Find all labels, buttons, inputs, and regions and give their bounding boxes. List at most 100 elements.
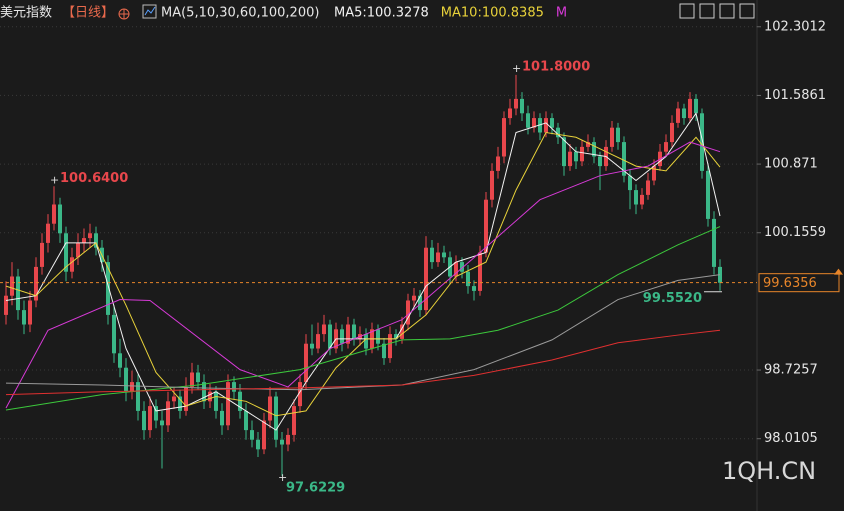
candle-body <box>268 396 272 421</box>
indicator-icon[interactable] <box>142 4 157 19</box>
candle-body <box>16 276 20 311</box>
period-label[interactable]: 【日线】 <box>62 6 114 21</box>
candle-body <box>148 406 152 431</box>
candle-body <box>28 300 32 325</box>
candle-body <box>442 252 446 258</box>
y-tick-label: 100.1559 <box>764 225 826 240</box>
candle-body <box>130 382 134 392</box>
candle-body <box>712 218 716 267</box>
candle-body <box>388 334 392 359</box>
candle-body <box>346 324 350 344</box>
candle-body <box>244 410 248 431</box>
candle-body <box>4 295 8 315</box>
y-tick-label: 98.7257 <box>764 363 818 378</box>
candle-body <box>202 382 206 402</box>
candle-body <box>88 233 92 239</box>
candle-body <box>22 310 26 325</box>
y-tick-label: 101.5861 <box>764 88 826 103</box>
candle-body <box>664 142 668 152</box>
candle-body <box>382 343 386 359</box>
candle-body <box>304 343 308 383</box>
candle-body <box>310 343 314 349</box>
last-price-pointer <box>834 268 843 275</box>
annotation-label: 97.6229 <box>286 480 345 495</box>
candle-body <box>544 118 548 133</box>
candle-body <box>298 382 302 407</box>
candle-body <box>592 142 596 157</box>
candle-body <box>586 142 590 147</box>
candle-body <box>394 334 398 339</box>
candle-body <box>136 382 140 411</box>
candle-body <box>154 406 158 421</box>
candle-body <box>406 300 410 325</box>
ma-label: MA(5,10,30,60,100,200) <box>161 6 319 21</box>
candle-body <box>676 108 680 123</box>
candle-body <box>328 324 332 349</box>
candle-body <box>700 113 704 171</box>
ma-readout: MA10:100.8385 <box>441 6 544 21</box>
candle-body <box>628 175 632 191</box>
add-icon[interactable] <box>118 8 130 20</box>
candle-body <box>496 156 500 171</box>
candle-body <box>526 113 530 128</box>
last-price-box <box>758 273 840 293</box>
candle-body <box>190 372 194 387</box>
candle-body <box>118 353 122 368</box>
candle-body <box>274 396 278 440</box>
candle-body <box>610 127 614 147</box>
candle-body <box>172 396 176 402</box>
candle-body <box>232 382 236 392</box>
candle-body <box>694 98 698 114</box>
candle-body <box>322 324 326 335</box>
ma-line <box>5 274 721 391</box>
candle-body <box>616 127 620 143</box>
candle-body <box>520 98 524 114</box>
candle-body <box>58 204 62 234</box>
ma-readout: M <box>556 6 567 21</box>
candle-body <box>82 238 86 243</box>
candle-body <box>352 324 356 339</box>
candle-body <box>256 439 260 450</box>
candle-body <box>208 391 212 402</box>
candle-body <box>124 367 128 392</box>
y-tick-label: 100.871 <box>764 157 818 172</box>
candle-body <box>580 146 584 162</box>
candle-body <box>688 98 692 119</box>
tool-button[interactable] <box>699 3 715 19</box>
annotation-marker: + <box>512 62 521 75</box>
candle-body <box>166 401 170 426</box>
ma-readout: MA5:100.3278 <box>334 6 429 21</box>
candle-body <box>214 391 218 411</box>
candle-body <box>460 262 464 272</box>
candle-body <box>142 410 146 431</box>
candle-body <box>574 151 578 162</box>
candle-body <box>238 391 242 411</box>
candle-body <box>226 382 230 426</box>
candle-body <box>472 286 476 291</box>
candle-body <box>10 276 14 296</box>
annotation-label: 100.6400 <box>60 171 128 186</box>
candle-body <box>508 108 512 119</box>
ma-line <box>5 329 721 396</box>
candle-body <box>670 122 674 143</box>
candle-body <box>40 242 44 267</box>
candle-body <box>640 194 644 205</box>
candle-body <box>106 262 110 315</box>
candle-body <box>250 430 254 440</box>
tool-button[interactable] <box>739 3 755 19</box>
candle-body <box>412 295 416 301</box>
candle-body <box>280 439 284 445</box>
y-tick-label: 98.0105 <box>764 431 818 446</box>
candle-body <box>418 295 422 311</box>
candle-body <box>598 156 602 167</box>
tool-button[interactable] <box>679 3 695 19</box>
candle-body <box>484 199 488 253</box>
candle-body <box>532 118 536 128</box>
toolbar <box>679 3 755 19</box>
candle-body <box>292 406 296 435</box>
candle-body <box>706 170 710 219</box>
tool-button[interactable] <box>719 3 735 19</box>
ma-line <box>5 226 721 411</box>
